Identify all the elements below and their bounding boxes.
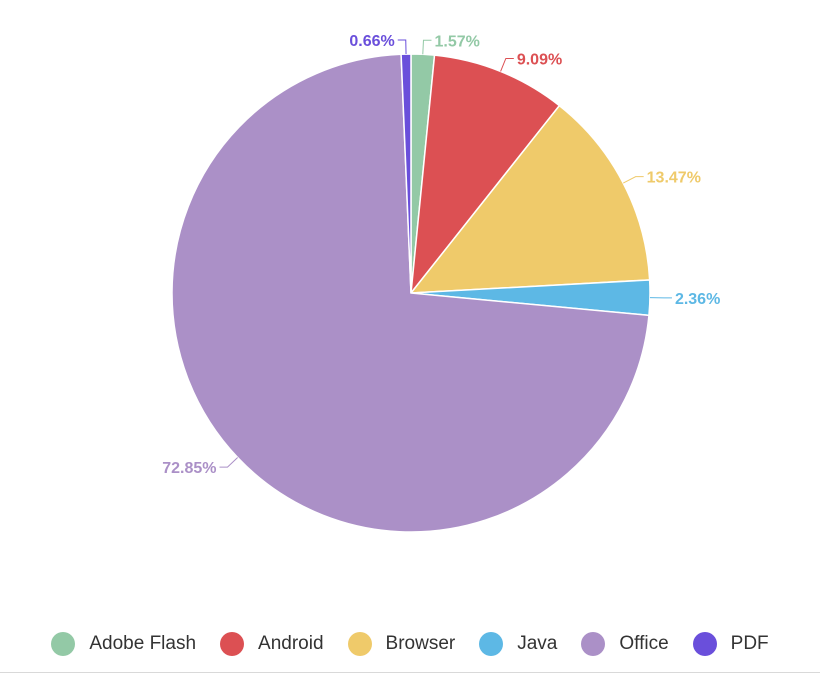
legend-swatch-icon xyxy=(692,632,717,656)
slice-labels: 1.57% 9.09% 13.47% 2.36% 72.85% 0.66% xyxy=(162,33,720,477)
pie-slice-office[interactable] xyxy=(171,53,650,533)
legend-label: Java xyxy=(517,633,558,654)
legend-swatch-icon xyxy=(347,632,372,656)
slice-label-pdf: 0.66% xyxy=(349,33,394,50)
legend-swatch-icon xyxy=(220,632,245,656)
pie-slice-pdf[interactable] xyxy=(400,53,412,294)
legend-item-java[interactable]: Java xyxy=(479,632,557,656)
legend-label: PDF xyxy=(730,633,769,654)
legend-item-adobe-flash[interactable]: Adobe Flash xyxy=(51,632,196,656)
legend-item-android[interactable]: Android xyxy=(220,632,324,656)
slice-label-android: 9.09% xyxy=(517,51,562,68)
pie-slices xyxy=(171,53,651,533)
legend-swatch-icon xyxy=(479,632,504,656)
legend-item-browser[interactable]: Browser xyxy=(347,632,456,656)
legend-label: Android xyxy=(258,633,324,654)
pie-plot-area: 1.57% 9.09% 13.47% 2.36% 72.85% 0.66% xyxy=(162,33,720,533)
legend-item-office[interactable]: Office xyxy=(581,632,669,656)
legend-swatch-icon xyxy=(51,632,76,656)
pie-slice-android[interactable] xyxy=(410,54,561,296)
slice-label-office: 72.85% xyxy=(162,460,216,477)
leader-line-browser xyxy=(623,176,644,184)
legend-item-pdf[interactable]: PDF xyxy=(692,632,769,656)
legend-label: Office xyxy=(619,633,669,654)
legend-label: Adobe Flash xyxy=(89,633,197,654)
legend-label: Browser xyxy=(385,633,456,654)
leader-line-android xyxy=(500,57,514,72)
label-leader-lines xyxy=(219,39,672,468)
slice-label-browser: 13.47% xyxy=(647,170,701,187)
legend: Adobe Flash Android Browser Java Office PDF xyxy=(0,624,820,664)
leader-line-adobe-flash xyxy=(422,39,432,55)
leader-line-office xyxy=(219,457,238,468)
divider xyxy=(0,672,820,673)
slice-label-java: 2.36% xyxy=(675,291,720,308)
slice-label-adobe-flash: 1.57% xyxy=(434,33,479,50)
leader-line-pdf xyxy=(397,39,407,55)
legend-swatch-icon xyxy=(581,632,606,656)
